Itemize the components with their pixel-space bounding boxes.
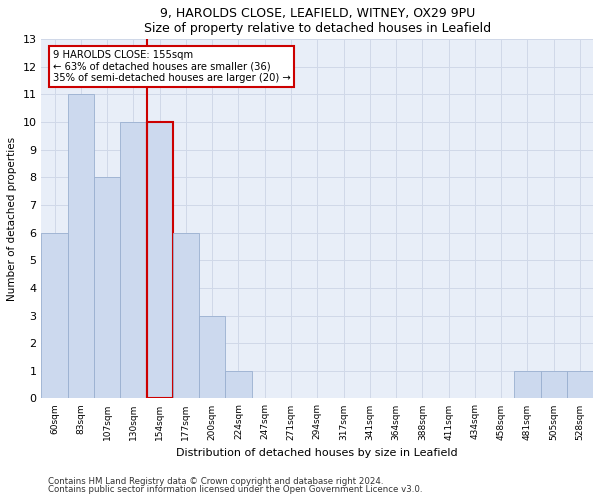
Text: Contains public sector information licensed under the Open Government Licence v3: Contains public sector information licen… bbox=[48, 486, 422, 494]
Bar bbox=[68, 94, 94, 398]
Bar bbox=[41, 232, 68, 398]
Bar bbox=[94, 177, 120, 398]
X-axis label: Distribution of detached houses by size in Leafield: Distribution of detached houses by size … bbox=[176, 448, 458, 458]
Bar bbox=[541, 371, 567, 398]
Bar bbox=[514, 371, 541, 398]
Bar bbox=[226, 371, 251, 398]
Bar bbox=[146, 122, 173, 398]
Bar bbox=[120, 122, 146, 398]
Bar bbox=[199, 316, 226, 398]
Y-axis label: Number of detached properties: Number of detached properties bbox=[7, 136, 17, 300]
Text: Contains HM Land Registry data © Crown copyright and database right 2024.: Contains HM Land Registry data © Crown c… bbox=[48, 477, 383, 486]
Bar bbox=[567, 371, 593, 398]
Text: 9 HAROLDS CLOSE: 155sqm
← 63% of detached houses are smaller (36)
35% of semi-de: 9 HAROLDS CLOSE: 155sqm ← 63% of detache… bbox=[53, 50, 290, 83]
Bar bbox=[173, 232, 199, 398]
Title: 9, HAROLDS CLOSE, LEAFIELD, WITNEY, OX29 9PU
Size of property relative to detach: 9, HAROLDS CLOSE, LEAFIELD, WITNEY, OX29… bbox=[144, 7, 491, 35]
